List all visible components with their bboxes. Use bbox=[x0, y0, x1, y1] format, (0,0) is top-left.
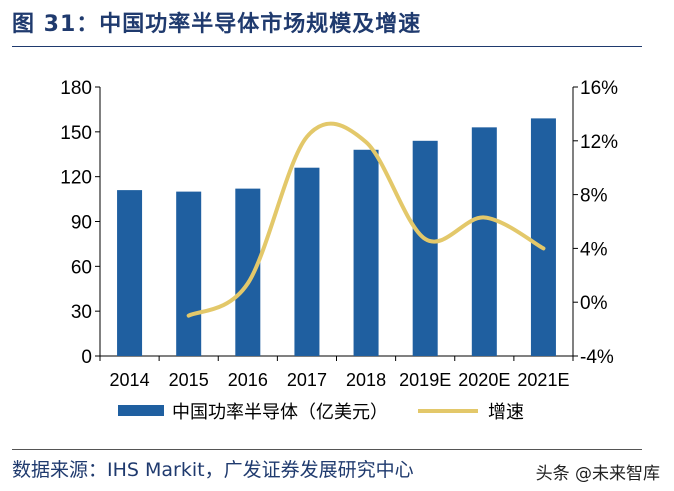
figure-title: 图 31：中国功率半导体市场规模及增速 bbox=[12, 12, 422, 37]
left-tick-label: 180 bbox=[60, 78, 92, 99]
title-divider bbox=[12, 46, 642, 47]
bar bbox=[530, 118, 556, 356]
legend: 中国功率半导体（亿美元） 增速 bbox=[118, 402, 524, 422]
left-tick-label: 60 bbox=[71, 257, 92, 278]
left-tick-label: 0 bbox=[81, 347, 92, 368]
line-series bbox=[186, 121, 546, 318]
left-tick-label: 90 bbox=[71, 213, 92, 234]
chart-axes: 0 30 60 90 120 150 180 -4% 0% 4% 8% 12% 16% 2014 2015 2… bbox=[60, 78, 618, 390]
source-divider bbox=[12, 449, 642, 450]
bar bbox=[412, 140, 438, 356]
left-tick-label: 120 bbox=[60, 168, 92, 189]
right-tick-label: 4% bbox=[580, 239, 608, 260]
x-tick-label: 2019E bbox=[399, 370, 451, 390]
bar bbox=[353, 149, 379, 356]
bar bbox=[117, 190, 143, 356]
bar bbox=[294, 167, 320, 356]
source-note: 数据来源：IHS Markit，广发证券发展研究中心 bbox=[12, 459, 414, 481]
bar-series bbox=[117, 118, 556, 356]
right-tick-label: 12% bbox=[580, 132, 618, 153]
left-tick-label: 150 bbox=[60, 123, 92, 144]
right-tick-label: -4% bbox=[580, 347, 614, 368]
legend-label-bar: 中国功率半导体（亿美元） bbox=[172, 402, 388, 422]
left-tick-label: 30 bbox=[71, 302, 92, 323]
x-tick-label: 2017 bbox=[287, 370, 327, 390]
bar bbox=[235, 188, 261, 356]
x-tick-label: 2021E bbox=[517, 370, 569, 390]
x-tick-label: 2016 bbox=[228, 370, 268, 390]
legend-label-line: 增速 bbox=[488, 402, 524, 422]
right-tick-label: 8% bbox=[580, 186, 608, 207]
x-tick-label: 2018 bbox=[346, 370, 386, 390]
bar bbox=[471, 127, 497, 356]
watermark: 头条 @未来智库 bbox=[535, 464, 660, 484]
x-tick-label: 2014 bbox=[110, 370, 150, 390]
bar bbox=[176, 191, 202, 356]
right-tick-label: 0% bbox=[580, 293, 608, 314]
x-tick-label: 2020E bbox=[458, 370, 510, 390]
legend-swatch-bar bbox=[118, 405, 164, 416]
right-tick-label: 16% bbox=[580, 78, 618, 99]
x-tick-label: 2015 bbox=[169, 370, 209, 390]
